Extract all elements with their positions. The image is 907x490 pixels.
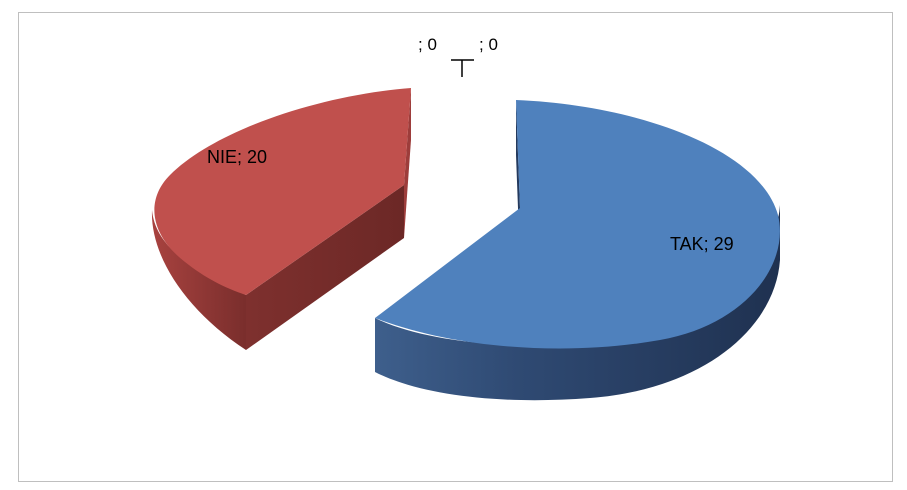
label-nie: NIE; 20: [207, 147, 267, 167]
zero-slices-marker: [451, 59, 474, 77]
slice-tak[interactable]: [375, 100, 780, 401]
slice-nie[interactable]: [151, 88, 411, 350]
slice-nie-cut: [246, 185, 404, 350]
label-zero-2: ; 0: [479, 35, 498, 54]
label-tak: TAK; 29: [670, 234, 734, 254]
slice-nie-top: [154, 88, 411, 295]
slice-tak-top: [375, 100, 780, 349]
label-zero-1: ; 0: [418, 35, 437, 54]
slice-tak-side: [375, 205, 780, 401]
slice-nie-cut-front: [404, 88, 411, 238]
slice-nie-side: [151, 210, 246, 350]
